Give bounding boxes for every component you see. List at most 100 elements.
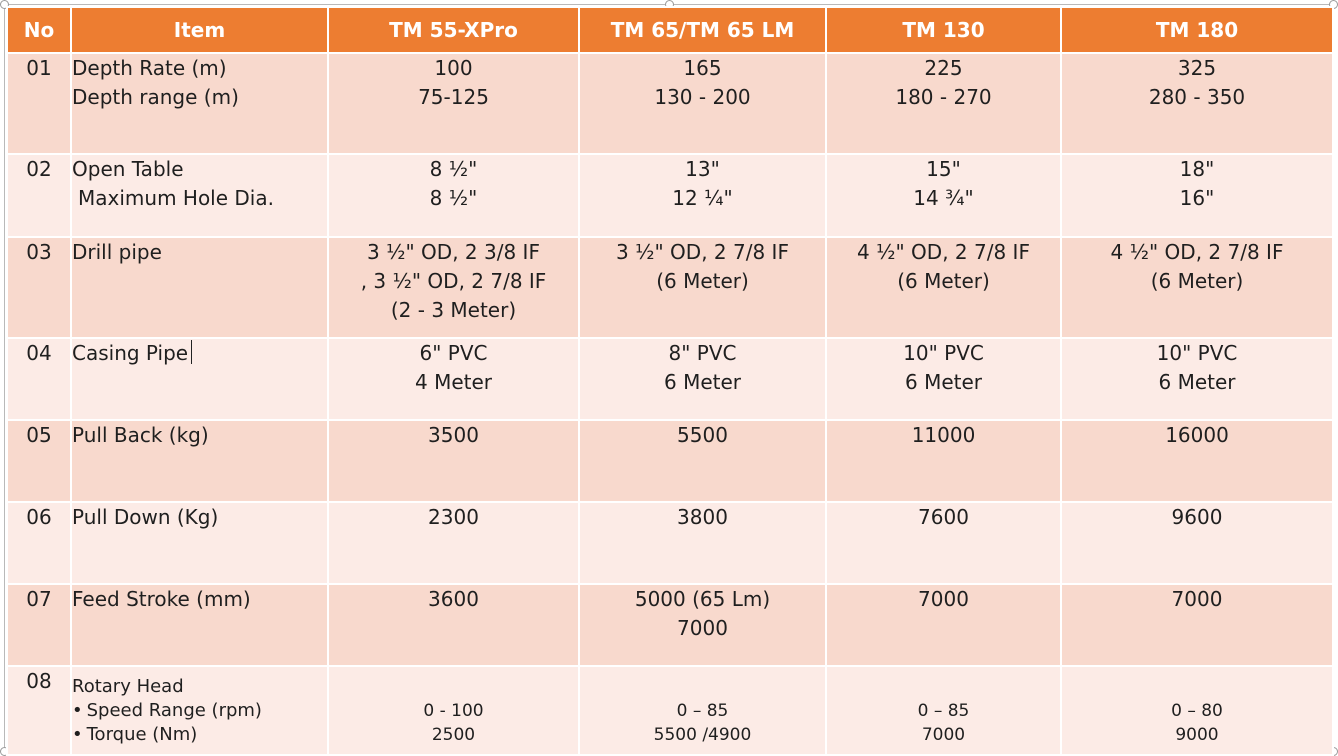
value-cell-tm55[interactable]: 3600 (327, 583, 580, 667)
value-line: 7000 (918, 587, 969, 611)
value-line: 0 – 85 (676, 701, 729, 721)
text-cursor (191, 340, 193, 364)
value-line: 3500 (428, 423, 479, 447)
value-cell-tm130[interactable]: 10" PVC 6 Meter (825, 337, 1062, 421)
item-cell[interactable]: Casing Pipe (70, 337, 329, 421)
item-cell[interactable]: Rotary Head Speed Range (rpm) Torque (Nm… (70, 665, 329, 756)
table-row: 05 Pull Back (kg) 3500 5500 11000 16000 (6, 419, 1334, 503)
value-cell-tm180[interactable]: 7000 (1060, 583, 1334, 667)
value-line: 3800 (677, 505, 728, 529)
row-number[interactable]: 08 (6, 665, 72, 756)
value-line: 16" (1179, 186, 1215, 210)
value-line: 14 ¾" (913, 186, 974, 210)
header-tm130[interactable]: TM 130 (825, 6, 1062, 54)
item-line: Drill pipe (72, 240, 162, 264)
spec-table[interactable]: No Item TM 55-XPro TM 65/TM 65 LM TM 130… (6, 6, 1334, 756)
value-cell-tm55[interactable]: 100 75-125 (327, 52, 580, 155)
value-cell-tm65[interactable]: 13" 12 ¼" (578, 153, 827, 238)
value-line: 2500 (431, 725, 476, 745)
value-line: 7000 (677, 616, 728, 640)
value-cell-tm65[interactable]: 5000 (65 Lm) 7000 (578, 583, 827, 667)
table-row: 01 Depth Rate (m) Depth range (m) 100 75… (6, 52, 1334, 155)
value-cell-tm55[interactable]: 3500 (327, 419, 580, 503)
row-number[interactable]: 07 (6, 583, 72, 667)
table-row: 07 Feed Stroke (mm) 3600 5000 (65 Lm) 70… (6, 583, 1334, 667)
value-cell-tm180[interactable]: 10" PVC 6 Meter (1060, 337, 1334, 421)
value-cell-tm55[interactable]: 3 ½" OD, 2 3/8 IF , 3 ½" OD, 2 7/8 IF (2… (327, 236, 580, 339)
value-cell-tm55[interactable]: 2300 (327, 501, 580, 585)
value-cell-tm130[interactable]: 0 – 85 7000 (825, 665, 1062, 756)
item-line: Maximum Hole Dia. (78, 186, 274, 210)
value-cell-tm180[interactable]: 18" 16" (1060, 153, 1334, 238)
value-line: 280 - 350 (1148, 85, 1246, 109)
value-cell-tm65[interactable]: 3800 (578, 501, 827, 585)
value-cell-tm65[interactable]: 165 130 - 200 (578, 52, 827, 155)
value-line: (2 - 3 Meter) (390, 298, 517, 322)
item-cell[interactable]: Drill pipe (70, 236, 329, 339)
item-line: Speed Range (rpm) (73, 699, 326, 723)
header-no[interactable]: No (6, 6, 72, 54)
value-line: 75-125 (418, 85, 489, 109)
value-cell-tm130[interactable]: 7600 (825, 501, 1062, 585)
value-line: 5500 /4900 (653, 725, 752, 745)
value-line: 0 – 80 (1171, 701, 1223, 721)
value-line: 325 (1177, 56, 1217, 80)
table-row: 04 Casing Pipe 6" PVC 4 Meter 8" PVC 6 M… (6, 337, 1334, 421)
value-cell-tm180[interactable]: 4 ½" OD, 2 7/8 IF (6 Meter) (1060, 236, 1334, 339)
value-cell-tm180[interactable]: 325 280 - 350 (1060, 52, 1334, 155)
header-tm180[interactable]: TM 180 (1060, 6, 1334, 54)
row-number[interactable]: 03 (6, 236, 72, 339)
value-line: 3600 (428, 587, 479, 611)
item-line: Pull Down (Kg) (72, 505, 219, 529)
value-cell-tm55[interactable]: 6" PVC 4 Meter (327, 337, 580, 421)
value-line: 4 ½" OD, 2 7/8 IF (857, 240, 1030, 264)
table-row: 03 Drill pipe 3 ½" OD, 2 3/8 IF , 3 ½" O… (6, 236, 1334, 339)
value-line: 3 ½" OD, 2 7/8 IF (616, 240, 789, 264)
resize-handle-top-left[interactable] (0, 0, 9, 9)
row-number[interactable]: 05 (6, 419, 72, 503)
value-line: 9600 (1171, 505, 1223, 529)
header-tm55[interactable]: TM 55-XPro (327, 6, 580, 54)
row-number[interactable]: 02 (6, 153, 72, 238)
value-line: 9000 (1175, 725, 1219, 745)
value-line: 5000 (65 Lm) (634, 587, 771, 611)
row-number[interactable]: 06 (6, 501, 72, 585)
value-cell-tm130[interactable]: 11000 (825, 419, 1062, 503)
row-number[interactable]: 01 (6, 52, 72, 155)
value-cell-tm65[interactable]: 5500 (578, 419, 827, 503)
value-line: 225 (924, 56, 963, 80)
value-cell-tm55[interactable]: 8 ½" 8 ½" (327, 153, 580, 238)
value-line: 4 ½" OD, 2 7/8 IF (1110, 240, 1284, 264)
header-item[interactable]: Item (70, 6, 329, 54)
item-line: Pull Back (kg) (72, 423, 209, 447)
item-cell[interactable]: Pull Back (kg) (70, 419, 329, 503)
value-line: 130 - 200 (654, 85, 751, 109)
value-line: 6" PVC (419, 341, 488, 365)
row-number[interactable]: 04 (6, 337, 72, 421)
item-cell[interactable]: Open Table Maximum Hole Dia. (70, 153, 329, 238)
item-cell[interactable]: Feed Stroke (mm) (70, 583, 329, 667)
value-cell-tm130[interactable]: 15" 14 ¾" (825, 153, 1062, 238)
value-line: 8 ½" (429, 186, 478, 210)
item-line: Casing Pipe (73, 340, 326, 368)
item-line: Open Table (72, 157, 184, 181)
item-cell[interactable]: Depth Rate (m) Depth range (m) (70, 52, 329, 155)
value-line: 5500 (677, 423, 728, 447)
value-line: 6 Meter (663, 370, 741, 394)
value-cell-tm180[interactable]: 0 – 80 9000 (1060, 665, 1334, 756)
item-line: Torque (Nm) (73, 723, 326, 747)
value-cell-tm180[interactable]: 16000 (1060, 419, 1334, 503)
value-cell-tm65[interactable]: 0 – 85 5500 /4900 (578, 665, 827, 756)
item-cell[interactable]: Pull Down (Kg) (70, 501, 329, 585)
header-tm65[interactable]: TM 65/TM 65 LM (578, 6, 827, 54)
header-row: No Item TM 55-XPro TM 65/TM 65 LM TM 130… (6, 6, 1334, 54)
value-cell-tm65[interactable]: 3 ½" OD, 2 7/8 IF (6 Meter) (578, 236, 827, 339)
value-line: 10" PVC (903, 341, 984, 365)
value-cell-tm65[interactable]: 8" PVC 6 Meter (578, 337, 827, 421)
value-cell-tm55[interactable]: 0 - 100 2500 (327, 665, 580, 756)
value-cell-tm130[interactable]: 7000 (825, 583, 1062, 667)
value-cell-tm130[interactable]: 4 ½" OD, 2 7/8 IF (6 Meter) (825, 236, 1062, 339)
value-line: 11000 (911, 423, 976, 447)
value-cell-tm180[interactable]: 9600 (1060, 501, 1334, 585)
value-cell-tm130[interactable]: 225 180 - 270 (825, 52, 1062, 155)
